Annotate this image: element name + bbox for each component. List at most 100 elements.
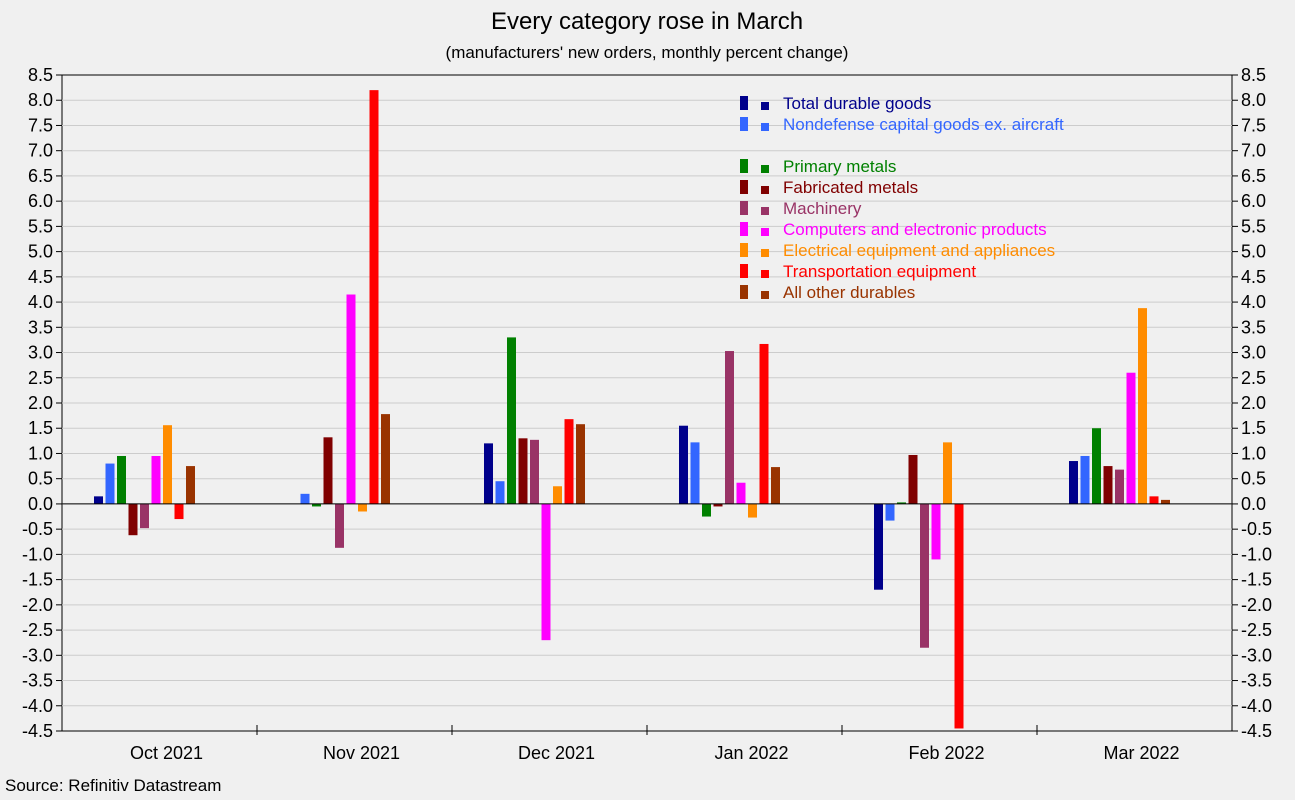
bar [369, 90, 379, 504]
legend-marker [761, 228, 769, 236]
y-tick-label-left: -3.5 [22, 671, 53, 691]
y-tick-label-left: 4.5 [28, 267, 53, 287]
legend-label: Nondefense capital goods ex. aircraft [783, 115, 1064, 134]
y-tick-label-right: 5.0 [1241, 242, 1266, 262]
bar [1080, 455, 1090, 504]
bar [495, 481, 505, 504]
bar [1138, 308, 1147, 504]
x-tick-label: Oct 2021 [130, 743, 203, 763]
y-tick-label-right: 3.5 [1241, 317, 1266, 337]
y-tick-label-right: 8.5 [1241, 65, 1266, 85]
bar [1092, 428, 1101, 504]
legend-marker [761, 249, 769, 257]
y-tick-label-left: 0.0 [28, 494, 53, 514]
y-tick-label-right: -1.5 [1241, 570, 1272, 590]
legend-marker [761, 123, 769, 131]
y-tick-label-left: 2.0 [28, 393, 53, 413]
y-tick-label-right: 6.0 [1241, 191, 1266, 211]
bar [507, 337, 516, 504]
legend-marker [761, 207, 769, 215]
legend-label: Transportation equipment [783, 262, 976, 281]
bar [312, 503, 321, 507]
bar [690, 442, 700, 504]
legend-swatch [740, 117, 748, 131]
y-tick-label-left: 7.5 [28, 115, 53, 135]
y-tick-label-right: -1.0 [1241, 544, 1272, 564]
bar [564, 419, 574, 504]
y-tick-label-right: -0.5 [1241, 519, 1272, 539]
y-tick-label-left: 3.0 [28, 343, 53, 363]
legend-marker [761, 165, 769, 173]
y-tick-label-left: 1.0 [28, 443, 53, 463]
y-tick-label-right: -3.5 [1241, 671, 1272, 691]
bar [713, 503, 723, 507]
legend-swatch [740, 201, 748, 215]
x-tick-label: Nov 2021 [323, 743, 400, 763]
legend-swatch [740, 285, 748, 299]
y-tick-label-left: 0.5 [28, 469, 53, 489]
y-tick-label-left: -4.5 [22, 721, 53, 741]
bar [163, 425, 172, 504]
legend-swatch [740, 180, 748, 194]
source-note: Source: Refinitiv Datastream [5, 776, 221, 795]
y-tick-label-right: 0.0 [1241, 494, 1266, 514]
y-tick-label-left: 8.5 [28, 65, 53, 85]
y-tick-label-left: 5.5 [28, 216, 53, 236]
legend-label: Primary metals [783, 157, 896, 176]
bar [381, 414, 390, 504]
y-tick-label-right: 1.0 [1241, 443, 1266, 463]
x-tick-label: Dec 2021 [518, 743, 595, 763]
legend-swatch [740, 96, 748, 110]
legend-label: Machinery [783, 199, 862, 218]
chart-title: Every category rose in March [491, 8, 803, 35]
y-tick-label-left: 1.5 [28, 418, 53, 438]
bar [346, 294, 356, 504]
bar [702, 503, 711, 517]
y-tick-label-right: 2.0 [1241, 393, 1266, 413]
legend-label: Fabricated metals [783, 178, 918, 197]
bar [954, 503, 964, 729]
y-tick-label-left: -3.0 [22, 645, 53, 665]
y-tick-label-left: -0.5 [22, 519, 53, 539]
y-tick-label-right: -3.0 [1241, 645, 1272, 665]
bar [335, 503, 344, 548]
bar [771, 467, 780, 504]
bar [117, 455, 126, 504]
legend-label: Computers and electronic products [783, 220, 1047, 239]
bar [908, 454, 918, 504]
legend-marker [761, 102, 769, 110]
bar [885, 503, 895, 521]
y-tick-label-right: 7.0 [1241, 141, 1266, 161]
legend-swatch [740, 159, 748, 173]
bars-layer [94, 90, 1170, 729]
y-tick-label-left: 6.0 [28, 191, 53, 211]
y-tick-label-left: 4.0 [28, 292, 53, 312]
y-axis-right: -4.5 -4.0 -3.5 -3.0 -2.5 -2.0 -1.5 -1.0 -0.5 0.0 0… [1232, 65, 1272, 741]
bar [530, 439, 539, 504]
x-tick-label: Feb 2022 [908, 743, 984, 763]
y-tick-label-left: 5.0 [28, 242, 53, 262]
x-tick-label: Jan 2022 [714, 743, 788, 763]
bar [300, 493, 310, 504]
legend-label: All other durables [783, 283, 915, 302]
legend-marker [761, 270, 769, 278]
bar [1126, 372, 1136, 504]
y-tick-label-left: 6.5 [28, 166, 53, 186]
legend: Total durable goods Nondefense capital go… [740, 94, 1064, 302]
legend-swatch [740, 264, 748, 278]
y-tick-label-right: 4.0 [1241, 292, 1266, 312]
y-tick-label-right: -4.0 [1241, 696, 1272, 716]
y-tick-label-right: -4.5 [1241, 721, 1272, 741]
bar [186, 466, 195, 504]
bar [174, 503, 184, 520]
y-tick-label-right: -2.5 [1241, 620, 1272, 640]
bar [576, 424, 585, 504]
bar [1069, 461, 1078, 504]
bar [553, 486, 562, 504]
bar [128, 503, 138, 536]
bar [541, 503, 551, 641]
y-tick-label-left: -2.5 [22, 620, 53, 640]
bar [874, 503, 883, 590]
y-tick-label-left: 7.0 [28, 141, 53, 161]
